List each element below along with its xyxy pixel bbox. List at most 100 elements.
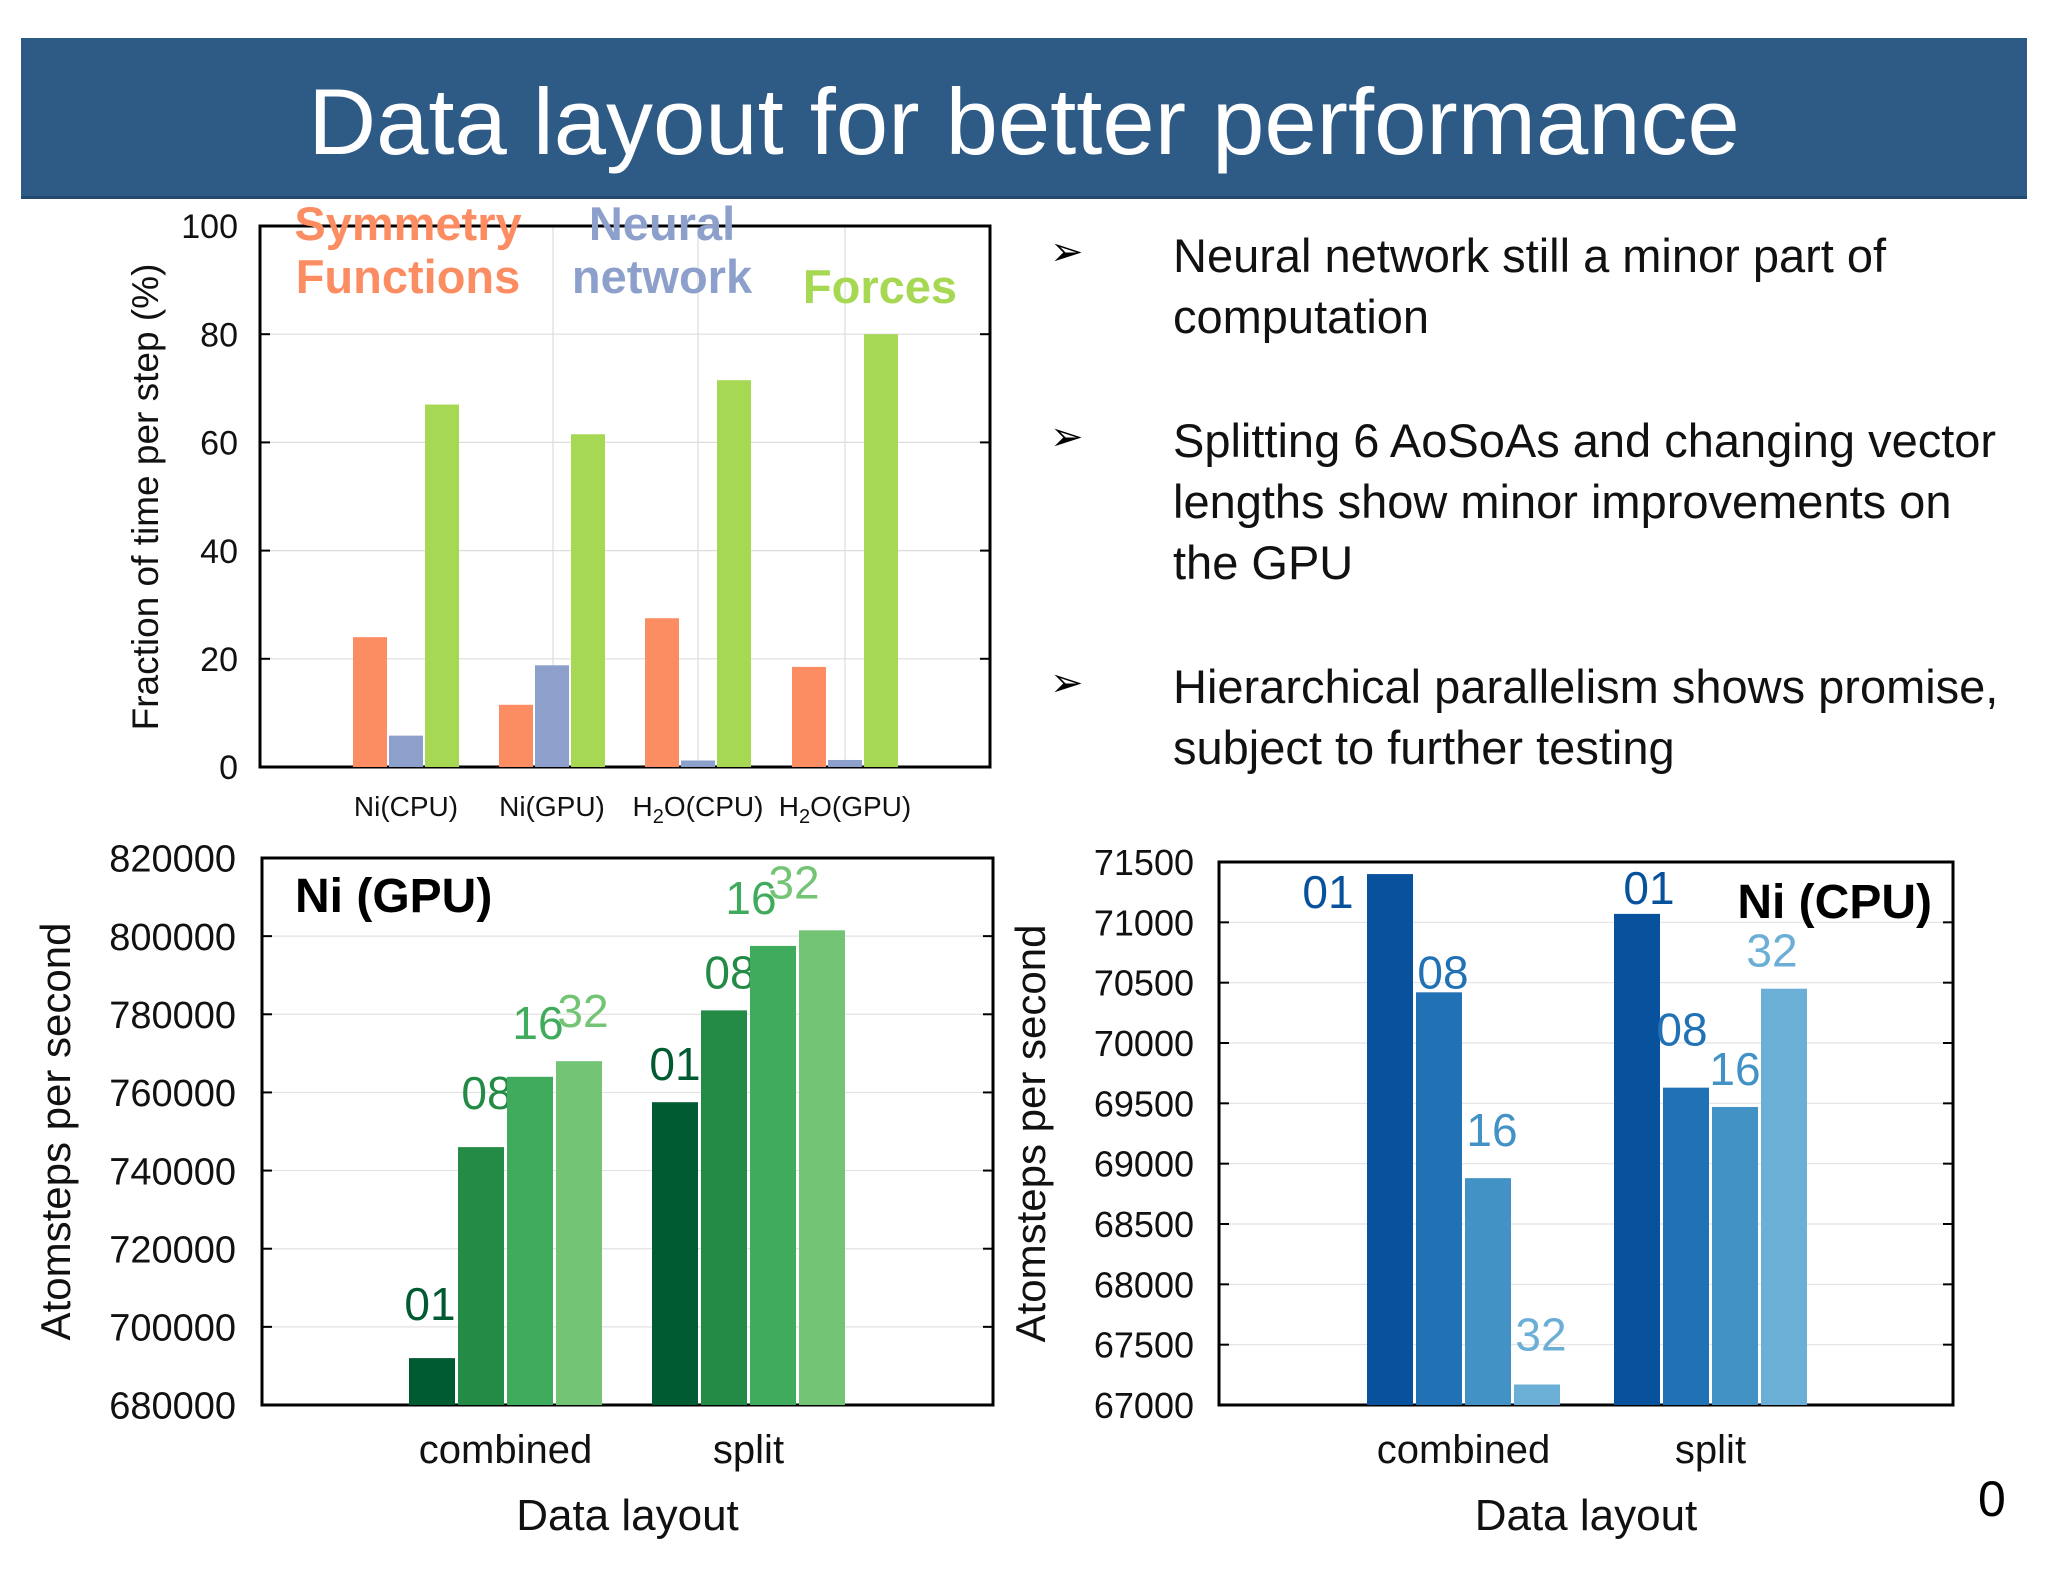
chart1-plot-frame [258, 224, 992, 769]
chart1-legend-symmetry: Symmetry [294, 197, 521, 250]
chart2-tick-label: 700000 [109, 1308, 236, 1350]
chart2-tick-label: 740000 [109, 1151, 236, 1193]
chart3-bar-label: 32 [1515, 1308, 1566, 1360]
chart1-legend-neural: network [572, 250, 753, 303]
chart2-tick-label: 680000 [109, 1386, 236, 1428]
chart2-bar-label: 32 [768, 856, 819, 908]
chart2-bar [799, 930, 845, 1405]
chart2-tick-label: 800000 [109, 917, 236, 959]
bullet-text: Splitting 6 AoSoAs and changing vector l… [1173, 414, 1997, 589]
chart3-bar-label: 01 [1302, 866, 1353, 918]
chart2-bar [409, 1358, 455, 1405]
chart1-bar [864, 334, 898, 767]
chart2-category-label: combined [419, 1428, 592, 1472]
chart2-bar-label: 08 [704, 946, 755, 998]
chart2-tick-label: 820000 [109, 839, 236, 881]
chart2-bar-label: 32 [557, 985, 608, 1037]
page-number: 0 [1978, 1471, 2006, 1527]
chart3-bar-label: 01 [1623, 862, 1674, 914]
chart1-category-label: H2O(CPU) [633, 791, 764, 828]
bullet-arrow-icon: ➢ [1050, 661, 1084, 705]
chart1-bar [499, 704, 533, 767]
chart2-xlabel: Data layout [516, 1491, 739, 1540]
chart3-xlabel: Data layout [1475, 1491, 1698, 1540]
chart1-bar [645, 618, 679, 767]
chart2-plot-frame [260, 856, 995, 1407]
chart2-bar [652, 1102, 698, 1405]
bullet-text: Hierarchical parallelism shows promise, … [1173, 660, 1999, 774]
chart3-bar-label: 08 [1417, 946, 1468, 998]
chart3-bar-label: 16 [1709, 1043, 1760, 1095]
chart3-bar [1614, 913, 1660, 1405]
chart3-bar [1712, 1106, 1758, 1405]
chart1-category-label: Ni(CPU) [354, 791, 458, 822]
bullet-arrow-icon: ➢ [1050, 230, 1084, 274]
chart1-legend-symmetry: Functions [296, 250, 521, 303]
chart3-tick-label: 68000 [1094, 1264, 1194, 1305]
bullet-item: ➢ Neural network still a minor part of c… [1050, 225, 2000, 347]
chart1-bar [389, 735, 423, 767]
chart2-title: Ni (GPU) [295, 870, 492, 923]
bullet-item: ➢ Hierarchical parallelism shows promise… [1050, 656, 2000, 778]
chart2-bar-label: 01 [404, 1278, 455, 1330]
chart1-bar [571, 434, 605, 767]
chart2-tick-label: 780000 [109, 995, 236, 1037]
chart1-legend-forces: Forces [803, 260, 957, 313]
chart1-tick-label: 60 [200, 425, 238, 463]
chart3-bar [1761, 988, 1807, 1405]
chart3-ylabel: Atomsteps per second [1007, 925, 1054, 1343]
chart1-bar [681, 760, 715, 767]
chart1-tick-label: 0 [219, 749, 238, 787]
chart3-bar [1416, 992, 1462, 1405]
chart3-tick-label: 67500 [1094, 1325, 1194, 1366]
chart1-tick-label: 40 [200, 533, 238, 571]
chart3-bar [1663, 1087, 1709, 1405]
chart3-title: Ni (CPU) [1737, 876, 1932, 929]
bullet-list: ➢ Neural network still a minor part of c… [1050, 225, 2000, 841]
chart3-tick-label: 70000 [1094, 1023, 1194, 1064]
chart1-ylabel: Fraction of time per step (%) [125, 264, 166, 731]
bullet-item: ➢ Splitting 6 AoSoAs and changing vector… [1050, 410, 2000, 593]
chart2-bar-label: 16 [725, 872, 776, 924]
chart3-bar-label: 08 [1656, 1004, 1707, 1056]
chart3-category-label: split [1675, 1428, 1746, 1472]
chart1-category-label: Ni(GPU) [499, 791, 605, 822]
chart2-tick-label: 720000 [109, 1229, 236, 1271]
chart1-tick-label: 80 [200, 316, 238, 354]
chart1-legend-neural: Neural [589, 197, 735, 250]
chart3-tick-label: 70500 [1094, 963, 1194, 1004]
chart1-category-label: H2O(GPU) [779, 791, 911, 828]
chart1-bar [425, 404, 459, 767]
chart1-bar [828, 759, 862, 767]
chart1-tick-label: 100 [181, 208, 238, 246]
chart3-bar [1367, 874, 1413, 1405]
chart1-bar [717, 380, 751, 767]
chart3-category-label: combined [1377, 1428, 1550, 1472]
chart3-bar [1514, 1384, 1560, 1405]
chart2-bar [701, 1010, 747, 1405]
chart3-bar [1465, 1178, 1511, 1405]
chart1-bar [353, 637, 387, 767]
chart3-tick-label: 69500 [1094, 1083, 1194, 1124]
chart1-bar [792, 666, 826, 767]
chart2-tick-label: 760000 [109, 1073, 236, 1115]
chart2-ylabel: Atomsteps per second [32, 923, 79, 1341]
chart2-bar [750, 945, 796, 1405]
chart2-bar-label: 08 [461, 1067, 512, 1119]
chart1-bar [535, 665, 569, 767]
title-bar: Data layout for better performance [21, 38, 2027, 199]
slide-title: Data layout for better performance [308, 69, 1740, 174]
chart3-tick-label: 68500 [1094, 1204, 1194, 1245]
chart3-bar-label: 32 [1746, 925, 1797, 977]
bullet-arrow-icon: ➢ [1050, 415, 1084, 459]
chart2-category-label: split [713, 1428, 784, 1472]
chart1-tick-label: 20 [200, 641, 238, 679]
chart2-bar-label: 01 [649, 1038, 700, 1090]
chart2-bar [507, 1076, 553, 1405]
chart3-bar-label: 16 [1466, 1104, 1517, 1156]
chart3-tick-label: 69000 [1094, 1144, 1194, 1185]
bullet-text: Neural network still a minor part of com… [1173, 229, 1887, 343]
chart2-bar-label: 16 [512, 997, 563, 1049]
chart3-plot-frame [1217, 860, 1955, 1407]
